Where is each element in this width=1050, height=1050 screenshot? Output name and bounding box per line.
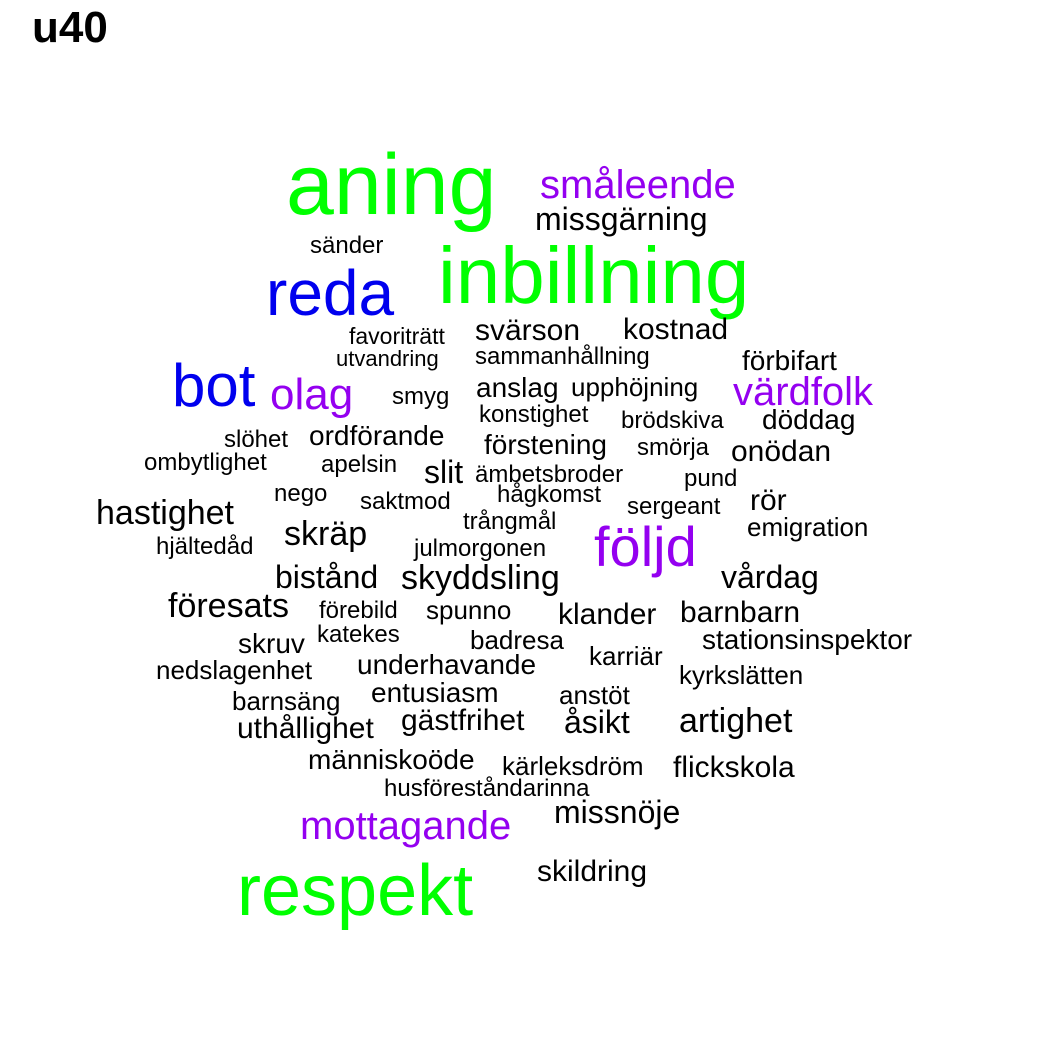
word-slohet: slöhet bbox=[224, 426, 289, 453]
word-utvandring: utvandring bbox=[336, 346, 439, 371]
word-skrap: skräp bbox=[284, 515, 368, 553]
word-uthallighet: uthållighet bbox=[237, 712, 374, 745]
word-mottagande: mottagande bbox=[300, 804, 512, 848]
word-katekes: katekes bbox=[317, 621, 400, 648]
word-respekt: respekt bbox=[237, 851, 474, 931]
word-ambetsbroder: ämbetsbroder bbox=[475, 461, 624, 488]
word-badresa: badresa bbox=[470, 625, 564, 655]
word-ombytlighet: ombytlighet bbox=[144, 449, 267, 476]
word-olag: olag bbox=[270, 370, 354, 419]
word-nego: nego bbox=[274, 480, 328, 507]
word-flickskola: flickskola bbox=[673, 751, 795, 784]
word-trangmal: trångmål bbox=[463, 508, 557, 535]
word-skruv: skruv bbox=[238, 628, 305, 659]
word-emigration: emigration bbox=[747, 512, 869, 542]
word-sammanhallning: sammanhållning bbox=[475, 343, 650, 370]
word-ror: rör bbox=[750, 484, 787, 517]
word-vardag: vårdag bbox=[721, 559, 819, 595]
word-stationsinspektor: stationsinspektor bbox=[702, 624, 913, 655]
word-smyg: smyg bbox=[392, 383, 450, 410]
word-upphojning: upphöjning bbox=[571, 372, 699, 402]
word-gastfrihet: gästfrihet bbox=[401, 704, 525, 737]
word-reda: reda bbox=[266, 257, 395, 329]
word-kostnad: kostnad bbox=[623, 313, 729, 346]
word-forstening: förstening bbox=[484, 429, 607, 460]
word-missnoje: missnöje bbox=[554, 794, 681, 830]
word-barnbarn: barnbarn bbox=[680, 596, 801, 629]
word-hjaltedad: hjältedåd bbox=[156, 533, 254, 560]
word-anstot: anstöt bbox=[559, 680, 630, 710]
word-foresats: föresats bbox=[168, 587, 289, 625]
word-slit: slit bbox=[424, 454, 464, 490]
word-julmorgonen: julmorgonen bbox=[414, 535, 547, 562]
word-nedslagenhet: nedslagenhet bbox=[156, 655, 313, 685]
word-apelsin: apelsin bbox=[321, 451, 398, 478]
word-karleksdrom: kärleksdröm bbox=[502, 751, 644, 781]
word-saktmod: saktmod bbox=[360, 488, 451, 515]
word-manniskoode: människoöde bbox=[308, 744, 475, 775]
word-bot: bot bbox=[172, 352, 256, 419]
word-pund: pund bbox=[684, 465, 738, 492]
word-kyrkslatten: kyrkslätten bbox=[679, 660, 804, 690]
word-brodskiva: brödskiva bbox=[621, 407, 724, 434]
word-klander: klander bbox=[558, 598, 657, 631]
word-hagkomst: hågkomst bbox=[497, 481, 602, 508]
word-aning: aning bbox=[286, 137, 497, 233]
word-barnsang: barnsäng bbox=[232, 686, 341, 716]
word-sergeant: sergeant bbox=[627, 493, 721, 520]
word-skildring: skildring bbox=[537, 855, 648, 888]
word-vardfolk: värdfolk bbox=[733, 370, 874, 414]
word-asikt: åsikt bbox=[564, 704, 630, 740]
word-skyddsling: skyddsling bbox=[401, 559, 560, 597]
word-smorja: smörja bbox=[637, 434, 710, 461]
word-artighet: artighet bbox=[679, 702, 793, 740]
word-bistand: bistånd bbox=[275, 559, 379, 595]
word-karriar: karriär bbox=[589, 641, 663, 671]
word-hastighet: hastighet bbox=[96, 494, 234, 532]
word-forebild: förebild bbox=[319, 597, 398, 624]
word-ordforande: ordförande bbox=[309, 420, 445, 451]
word-konstighet: konstighet bbox=[479, 401, 589, 428]
word-entusiasm: entusiasm bbox=[371, 677, 499, 708]
word-svarson: svärson bbox=[475, 314, 581, 347]
word-missgarning: missgärning bbox=[535, 201, 708, 237]
page-title: u40 bbox=[32, 3, 108, 52]
word-underhavande: underhavande bbox=[357, 649, 537, 680]
word-anslag: anslag bbox=[476, 372, 559, 403]
word-inbillning: inbillning bbox=[438, 231, 750, 320]
word-sander: sänder bbox=[310, 232, 384, 259]
word-husforestandarinna: husföreståndarinna bbox=[384, 775, 590, 802]
word-forbifart: förbifart bbox=[742, 345, 837, 376]
word-foljd: följd bbox=[594, 515, 697, 578]
word-favoritratt: favoriträtt bbox=[349, 323, 445, 349]
word-smaleende: småleende bbox=[540, 163, 736, 207]
word-spunno: spunno bbox=[426, 595, 512, 625]
word-onodan: onödan bbox=[731, 435, 832, 468]
word-doddag: döddag bbox=[762, 404, 856, 435]
